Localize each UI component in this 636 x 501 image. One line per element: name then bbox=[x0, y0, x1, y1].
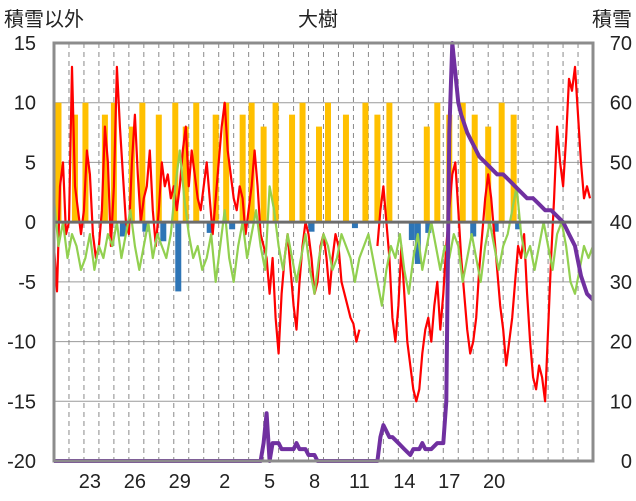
x-tick-label: 5 bbox=[264, 471, 275, 493]
left-tick-label: -15 bbox=[7, 391, 36, 413]
right-tick-label: 60 bbox=[610, 93, 632, 115]
left-tick-label: 15 bbox=[14, 33, 36, 55]
bar-mark bbox=[172, 102, 179, 223]
x-tick-label: 11 bbox=[349, 471, 370, 493]
right-tick-label: 50 bbox=[610, 152, 632, 174]
right-axis-ticks: 70 60 50 40 30 20 10 0 bbox=[610, 33, 632, 473]
bar-mark bbox=[342, 114, 349, 223]
bar-mark bbox=[362, 102, 369, 223]
bar-mark bbox=[142, 222, 149, 232]
left-tick-label: -10 bbox=[7, 332, 36, 354]
bar-mark bbox=[423, 126, 430, 223]
series-line-4 bbox=[54, 41, 595, 463]
bar-mark bbox=[239, 114, 246, 223]
chart-title: 大樹 bbox=[298, 8, 338, 31]
bar-mark bbox=[193, 102, 200, 223]
bar-mark bbox=[55, 102, 62, 223]
left-tick-label: -20 bbox=[7, 451, 36, 473]
bar-mark bbox=[386, 102, 393, 223]
bar-mark bbox=[182, 126, 189, 223]
bar-mark bbox=[324, 102, 331, 223]
right-tick-label: 70 bbox=[610, 33, 632, 55]
right-tick-label: 40 bbox=[610, 212, 632, 234]
bar-mark bbox=[434, 102, 441, 223]
x-tick-label: 2 bbox=[219, 471, 230, 493]
bar-mark bbox=[289, 114, 296, 223]
bar-mark bbox=[175, 222, 182, 292]
grid-lines bbox=[54, 42, 593, 462]
bar-mark bbox=[206, 222, 213, 233]
x-tick-label: 14 bbox=[393, 471, 415, 493]
bar-mark bbox=[515, 222, 522, 230]
bar-mark bbox=[351, 222, 358, 229]
bar-mark bbox=[408, 222, 415, 241]
right-tick-label: 10 bbox=[610, 391, 632, 413]
left-axis-label: 積雪以外 bbox=[4, 8, 84, 31]
right-axis-label: 積雪 bbox=[592, 8, 632, 31]
x-tick-label: 20 bbox=[483, 471, 505, 493]
bar-mark bbox=[229, 222, 236, 230]
bar-mark bbox=[498, 102, 505, 223]
bar-mark bbox=[119, 222, 126, 237]
series-layer bbox=[52, 41, 595, 463]
bar-mark bbox=[492, 222, 499, 232]
bar-mark bbox=[160, 222, 167, 242]
bar-mark bbox=[101, 114, 108, 223]
left-tick-label: 5 bbox=[25, 152, 36, 174]
bar-mark bbox=[139, 102, 146, 223]
series-line-3 bbox=[52, 149, 595, 307]
bar-mark bbox=[510, 114, 517, 223]
bar-mark bbox=[272, 102, 279, 223]
bar-mark bbox=[299, 102, 306, 223]
x-axis-ticks: 23 26 29 2 5 8 11 14 17 20 bbox=[79, 471, 506, 493]
bar-mark bbox=[248, 102, 255, 223]
bar-mark bbox=[459, 102, 466, 223]
bar-mark bbox=[260, 126, 267, 223]
right-tick-label: 0 bbox=[621, 451, 632, 473]
plot-frame bbox=[52, 41, 595, 463]
x-tick-label: 17 bbox=[438, 471, 460, 493]
left-tick-label: -5 bbox=[18, 272, 36, 294]
x-tick-label: 29 bbox=[169, 471, 191, 493]
x-tick-label: 8 bbox=[309, 471, 320, 493]
series-line-2 bbox=[52, 65, 592, 403]
left-tick-label: 0 bbox=[25, 212, 36, 234]
bar-mark bbox=[471, 114, 478, 223]
bar-mark bbox=[223, 102, 230, 223]
bar-mark bbox=[374, 114, 381, 223]
bar-mark bbox=[470, 222, 477, 237]
bar-mark bbox=[155, 114, 162, 223]
x-tick-label: 23 bbox=[79, 471, 101, 493]
bar-mark bbox=[425, 222, 432, 233]
right-tick-label: 30 bbox=[610, 272, 632, 294]
bar-mark bbox=[308, 222, 315, 232]
right-tick-label: 20 bbox=[610, 332, 632, 354]
left-axis-ticks: 15 10 5 0 -5 -10 -15 -20 bbox=[7, 33, 36, 473]
bar-mark bbox=[316, 126, 323, 223]
x-tick-label: 26 bbox=[124, 471, 146, 493]
bar-mark bbox=[212, 114, 219, 223]
left-tick-label: 10 bbox=[14, 93, 36, 115]
